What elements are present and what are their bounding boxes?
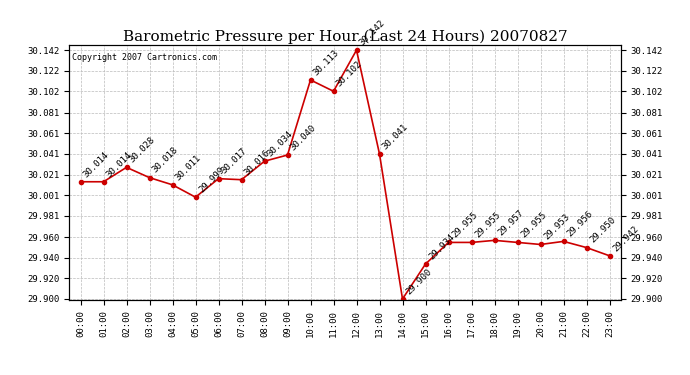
Text: 29.957: 29.957 — [496, 209, 525, 238]
Text: 29.955: 29.955 — [450, 210, 479, 240]
Text: 29.999: 29.999 — [197, 165, 226, 194]
Text: 29.955: 29.955 — [519, 210, 548, 240]
Text: 30.034: 30.034 — [266, 129, 295, 158]
Text: 29.955: 29.955 — [473, 210, 502, 240]
Text: 29.953: 29.953 — [542, 213, 571, 242]
Text: 30.102: 30.102 — [335, 59, 364, 88]
Text: 30.016: 30.016 — [243, 148, 272, 177]
Text: 30.028: 30.028 — [128, 135, 157, 165]
Text: 30.014: 30.014 — [105, 150, 134, 179]
Text: 29.900: 29.900 — [404, 267, 433, 296]
Text: 29.956: 29.956 — [565, 210, 594, 238]
Text: 30.113: 30.113 — [312, 48, 341, 77]
Text: 30.040: 30.040 — [289, 123, 318, 152]
Text: 30.011: 30.011 — [174, 153, 203, 182]
Text: 30.014: 30.014 — [82, 150, 111, 179]
Text: 30.017: 30.017 — [220, 147, 249, 176]
Title: Barometric Pressure per Hour (Last 24 Hours) 20070827: Barometric Pressure per Hour (Last 24 Ho… — [123, 30, 567, 44]
Text: 30.142: 30.142 — [358, 18, 387, 47]
Text: 30.041: 30.041 — [381, 122, 410, 151]
Text: 29.950: 29.950 — [588, 216, 617, 245]
Text: Copyright 2007 Cartronics.com: Copyright 2007 Cartronics.com — [72, 53, 217, 62]
Text: 30.018: 30.018 — [151, 146, 180, 175]
Text: 29.942: 29.942 — [611, 224, 640, 253]
Text: 29.934: 29.934 — [427, 232, 456, 261]
